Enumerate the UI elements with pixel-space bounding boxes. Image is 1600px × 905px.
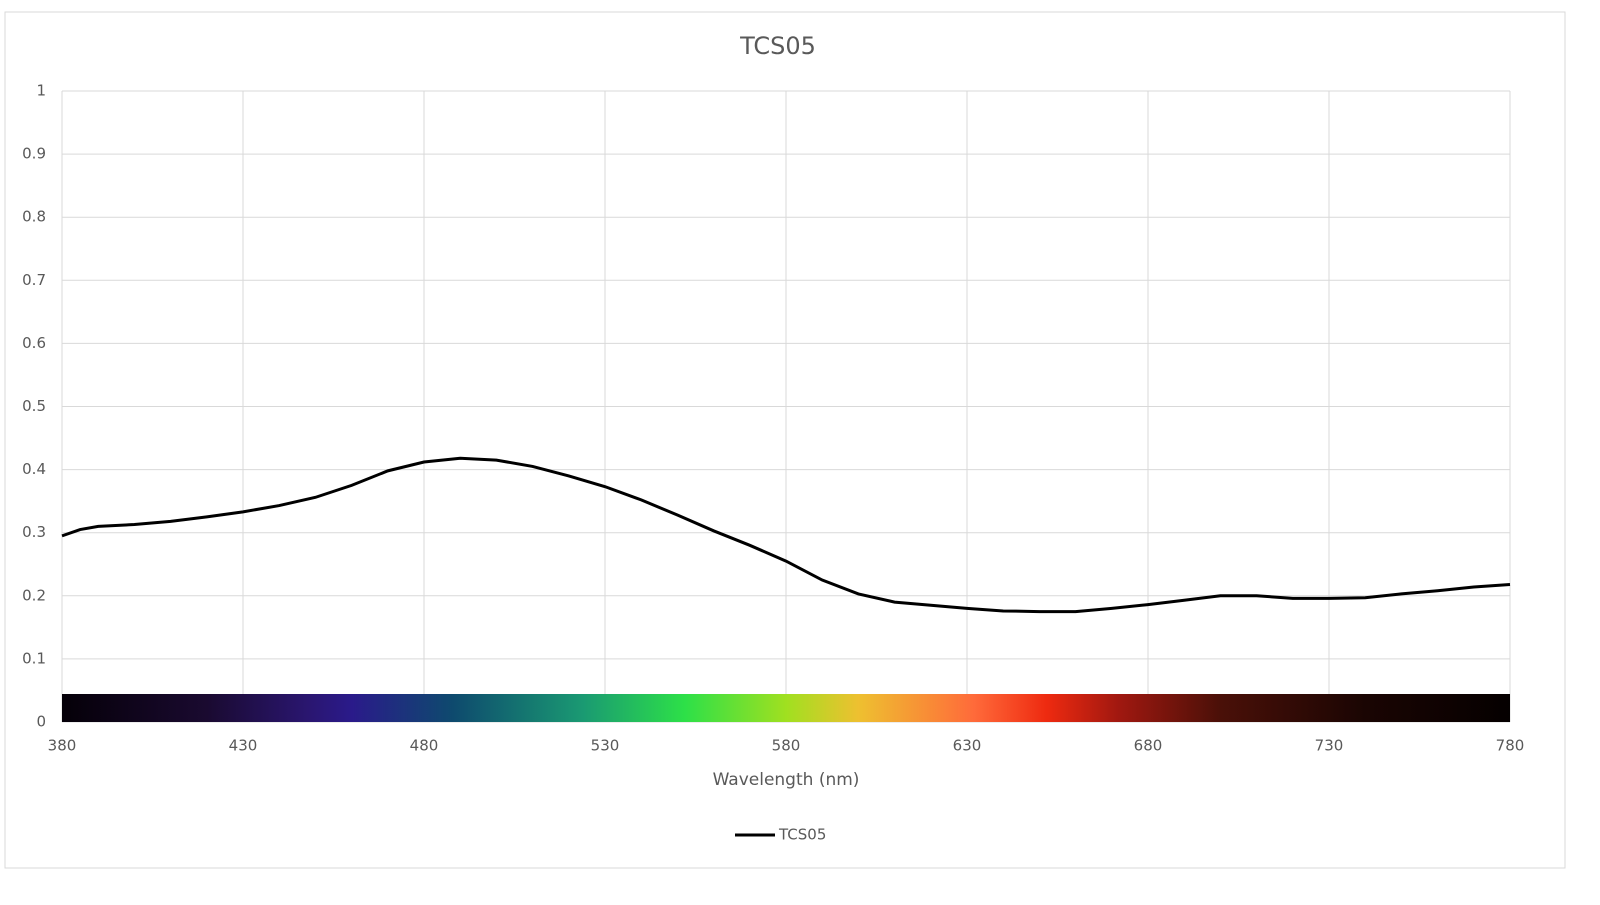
y-tick-label: 0.3 (22, 523, 46, 541)
x-tick-label: 530 (591, 737, 620, 755)
chart-title: TCS05 (739, 32, 816, 60)
x-tick-label: 430 (229, 737, 258, 755)
y-tick-label: 0.9 (22, 145, 46, 163)
y-tick-label: 0.7 (22, 271, 46, 289)
chart-border (4, 11, 1566, 869)
x-tick-label: 780 (1496, 737, 1525, 755)
x-tick-label: 680 (1134, 737, 1163, 755)
spectrum-strip (62, 694, 1510, 722)
x-tick-label: 480 (410, 737, 439, 755)
y-tick-label: 0.1 (22, 649, 46, 667)
y-tick-label: 0.8 (22, 208, 46, 226)
data-line (61, 456, 1511, 614)
y-tick-label: 1 (36, 82, 46, 100)
y-tick-label: 0.6 (22, 334, 46, 352)
legend-label: TCS05 (778, 826, 826, 844)
x-tick-label: 730 (1315, 737, 1344, 755)
x-axis-label: Wavelength (nm) (713, 770, 860, 790)
x-tick-label: 380 (48, 737, 77, 755)
y-tick-label: 0.2 (22, 586, 46, 604)
x-tick-label: 580 (772, 737, 801, 755)
y-tick-label: 0 (36, 713, 46, 731)
y-tick-label: 0.4 (22, 460, 46, 478)
y-tick-label: 0.5 (22, 397, 46, 415)
x-tick-label: 630 (953, 737, 982, 755)
